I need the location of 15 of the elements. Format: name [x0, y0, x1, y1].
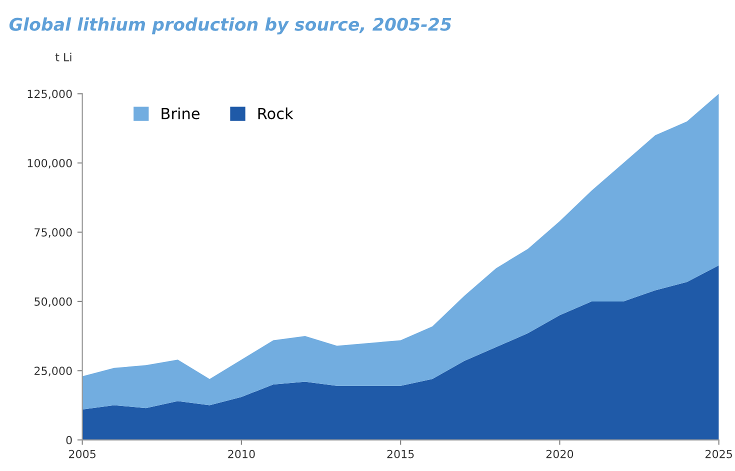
x-tick-label: 2020: [546, 450, 574, 458]
legend-label: Brine: [162, 107, 200, 120]
x-tick-label: 2025: [706, 450, 732, 458]
y-tick-label: 125,000: [28, 90, 72, 100]
y-tick-label: 50,000: [34, 297, 72, 307]
chart-title: Global lithium production by source, 2005-25: [9, 17, 452, 34]
x-tick-label: 2010: [228, 450, 255, 458]
y-tick-label: 100,000: [28, 158, 72, 168]
y-tick-label: 0: [66, 436, 72, 444]
x-tick-label: 2005: [68, 450, 96, 458]
legend-label: Rock: [258, 107, 294, 120]
x-tick-label: 2015: [387, 450, 414, 458]
y-axis-title: t Li: [55, 52, 72, 62]
y-tick-label: 25,000: [34, 366, 72, 376]
y-tick-label: 75,000: [34, 228, 72, 238]
